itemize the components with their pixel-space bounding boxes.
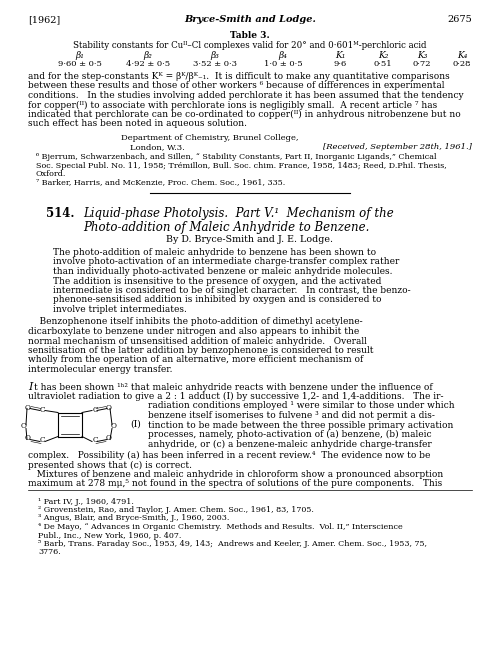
Text: phenone-sensitised addition is inhibited by oxygen and is considered to: phenone-sensitised addition is inhibited… bbox=[53, 295, 382, 305]
Text: The photo-addition of maleic anhydride to benzene has been shown to: The photo-addition of maleic anhydride t… bbox=[53, 248, 376, 257]
Text: London, W.3.: London, W.3. bbox=[130, 143, 185, 151]
Text: conditions.   In the studies involving added perchlorate it has been assumed tha: conditions. In the studies involving add… bbox=[28, 91, 464, 100]
Text: ⁵ Barb, Trans. Faraday Soc., 1953, 49, 143;  Andrews and Keeler, J. Amer. Chem. : ⁵ Barb, Trans. Faraday Soc., 1953, 49, 1… bbox=[38, 540, 427, 548]
Text: involve triplet intermediates.: involve triplet intermediates. bbox=[53, 305, 187, 314]
Text: for copper(ᴵᴵ) to associate with perchlorate ions is negligibly small.  A recent: for copper(ᴵᴵ) to associate with perchlo… bbox=[28, 100, 437, 109]
Text: 9·60 ± 0·5: 9·60 ± 0·5 bbox=[58, 60, 102, 68]
Text: ² Grovenstein, Rao, and Taylor, J. Amer. Chem. Soc., 1961, 83, 1705.: ² Grovenstein, Rao, and Taylor, J. Amer.… bbox=[38, 506, 314, 514]
Text: β₃: β₃ bbox=[210, 51, 220, 60]
Text: and for the step-constants Kᴷ = βᴷ/βᴷ₋₁.  It is difficult to make any quantitati: and for the step-constants Kᴷ = βᴷ/βᴷ₋₁.… bbox=[28, 72, 450, 81]
Text: tinction to be made between the three possible primary activation: tinction to be made between the three po… bbox=[148, 421, 454, 430]
Text: The addition is insensitive to the presence of oxygen, and the activated: The addition is insensitive to the prese… bbox=[53, 276, 382, 286]
Text: Table 3.: Table 3. bbox=[230, 31, 270, 40]
Text: ⁴ De Mayo, “ Advances in Organic Chemistry.  Methods and Results.  Vol. II,” Int: ⁴ De Mayo, “ Advances in Organic Chemist… bbox=[38, 523, 403, 531]
Text: dicarboxylate to benzene under nitrogen and also appears to inhibit the: dicarboxylate to benzene under nitrogen … bbox=[28, 327, 359, 336]
Text: (I): (I) bbox=[130, 420, 141, 429]
Text: O: O bbox=[106, 434, 112, 443]
Text: Oxford.: Oxford. bbox=[36, 170, 66, 178]
Text: 0·72: 0·72 bbox=[413, 60, 431, 68]
Text: benzene itself isomerises to fulvene ³ and did not permit a dis-: benzene itself isomerises to fulvene ³ a… bbox=[148, 411, 435, 420]
Text: O: O bbox=[111, 422, 117, 430]
Text: C: C bbox=[39, 436, 45, 445]
Text: O: O bbox=[25, 434, 31, 443]
Text: ³ Angus, Blair, and Bryce-Smith, J., 1960, 2003.: ³ Angus, Blair, and Bryce-Smith, J., 196… bbox=[38, 514, 230, 523]
Text: O: O bbox=[106, 403, 112, 411]
Text: presented shows that (c) is correct.: presented shows that (c) is correct. bbox=[28, 460, 192, 470]
Text: [1962]: [1962] bbox=[28, 15, 60, 24]
Text: indicated that perchlorate can be co-ordinated to copper(ᴵᴵ) in anhydrous nitrob: indicated that perchlorate can be co-ord… bbox=[28, 110, 461, 119]
Text: ultraviolet radiation to give a 2 : 1 adduct (I) by successive 1,2- and 1,4-addi: ultraviolet radiation to give a 2 : 1 ad… bbox=[28, 392, 444, 401]
Text: K₂: K₂ bbox=[378, 51, 388, 60]
Text: Benzophenone itself inhibits the photo-addition of dimethyl acetylene-: Benzophenone itself inhibits the photo-a… bbox=[28, 318, 362, 326]
Text: β₁: β₁ bbox=[76, 51, 84, 60]
Text: ⁷ Barker, Harris, and McKenzie, Proc. Chem. Soc., 1961, 335.: ⁷ Barker, Harris, and McKenzie, Proc. Ch… bbox=[36, 179, 285, 187]
Text: Photo-addition of Maleic Anhydride to Benzene.: Photo-addition of Maleic Anhydride to Be… bbox=[83, 221, 370, 234]
Text: Soc. Special Publ. No. 11, 1958; Trémillon, Bull. Soc. chim. France, 1958, 1483;: Soc. Special Publ. No. 11, 1958; Trémill… bbox=[36, 162, 447, 170]
Text: C: C bbox=[92, 436, 98, 445]
Text: O: O bbox=[21, 422, 27, 430]
Text: 3776.: 3776. bbox=[38, 548, 61, 557]
Text: than individually photo-activated benzene or maleic anhydride molecules.: than individually photo-activated benzen… bbox=[53, 267, 392, 276]
Text: β₂: β₂ bbox=[144, 51, 152, 60]
Text: O: O bbox=[25, 403, 31, 411]
Text: wholly from the operation of an alternative, more efficient mechanism of: wholly from the operation of an alternat… bbox=[28, 356, 363, 364]
Text: K₃: K₃ bbox=[417, 51, 427, 60]
Text: normal mechanism of unsensitised addition of maleic anhydride.   Overall: normal mechanism of unsensitised additio… bbox=[28, 337, 367, 345]
Text: K₁: K₁ bbox=[335, 51, 345, 60]
Text: Bryce-Smith and Lodge.: Bryce-Smith and Lodge. bbox=[184, 15, 316, 24]
Text: anhydride, or (c) a benzene-maleic anhydride charge-transfer: anhydride, or (c) a benzene-maleic anhyd… bbox=[148, 440, 432, 449]
Text: radiation conditions employed ¹ were similar to those under which: radiation conditions employed ¹ were sim… bbox=[148, 402, 454, 411]
Text: [Received, September 28th, 1961.]: [Received, September 28th, 1961.] bbox=[323, 143, 472, 151]
Text: By D. Bryce-Smith and J. E. Lodge.: By D. Bryce-Smith and J. E. Lodge. bbox=[166, 235, 334, 244]
Text: C: C bbox=[92, 405, 98, 413]
Text: ⁶ Bjerrum, Schwarzenbach, and Sillen, “ Stability Constants, Part II, Inorganic : ⁶ Bjerrum, Schwarzenbach, and Sillen, “ … bbox=[36, 153, 436, 161]
Text: maximum at 278 mμ,⁵ not found in the spectra of solutions of the pure components: maximum at 278 mμ,⁵ not found in the spe… bbox=[28, 479, 442, 489]
Text: 0·28: 0·28 bbox=[453, 60, 471, 68]
Text: 514.: 514. bbox=[46, 207, 74, 220]
Text: processes, namely, photo-activation of (a) benzene, (b) maleic: processes, namely, photo-activation of (… bbox=[148, 430, 432, 439]
Text: 0·51: 0·51 bbox=[374, 60, 392, 68]
Text: intermolecular energy transfer.: intermolecular energy transfer. bbox=[28, 365, 172, 374]
Text: I: I bbox=[28, 383, 32, 392]
Text: t has been shown ¹ʰ² that maleic anhydride reacts with benzene under the influen: t has been shown ¹ʰ² that maleic anhydri… bbox=[34, 383, 432, 392]
Text: intermediate is considered to be of singlet character.   In contrast, the benzo-: intermediate is considered to be of sing… bbox=[53, 286, 410, 295]
Text: 2675: 2675 bbox=[448, 15, 472, 24]
Text: C: C bbox=[39, 405, 45, 413]
Text: K₄: K₄ bbox=[457, 51, 467, 60]
Text: Mixtures of benzene and maleic anhydride in chloroform show a pronounced absorpt: Mixtures of benzene and maleic anhydride… bbox=[28, 470, 444, 479]
Text: 9·6: 9·6 bbox=[334, 60, 346, 68]
Text: 1·0 ± 0·5: 1·0 ± 0·5 bbox=[264, 60, 302, 68]
Text: such effect has been noted in aqueous solution.: such effect has been noted in aqueous so… bbox=[28, 119, 247, 128]
Text: complex.   Possibility (a) has been inferred in a recent review.⁴  The evidence : complex. Possibility (a) has been inferr… bbox=[28, 451, 430, 460]
Text: involve photo-activation of an intermediate charge-transfer complex rather: involve photo-activation of an intermedi… bbox=[53, 257, 400, 267]
Text: 4·92 ± 0·5: 4·92 ± 0·5 bbox=[126, 60, 170, 68]
Text: β₄: β₄ bbox=[278, 51, 287, 60]
Text: sensitisation of the latter addition by benzophenone is considered to result: sensitisation of the latter addition by … bbox=[28, 346, 374, 355]
Text: Liquid-phase Photolysis.  Part V.¹  Mechanism of the: Liquid-phase Photolysis. Part V.¹ Mechan… bbox=[83, 207, 394, 220]
Text: Department of Chemistry, Brunel College,: Department of Chemistry, Brunel College, bbox=[121, 134, 299, 142]
Text: Publ., Inc., New York, 1960, p. 407.: Publ., Inc., New York, 1960, p. 407. bbox=[38, 531, 182, 540]
Text: Stability constants for Cuᴵᴵ–Cl complexes valid for 20° and 0·601ᴹ-perchloric ac: Stability constants for Cuᴵᴵ–Cl complexe… bbox=[73, 41, 427, 50]
Text: 3·52 ± 0·3: 3·52 ± 0·3 bbox=[193, 60, 237, 68]
Text: ¹ Part IV, J., 1960, 4791.: ¹ Part IV, J., 1960, 4791. bbox=[38, 498, 134, 506]
Text: between these results and those of other workers ⁶ because of differences in exp: between these results and those of other… bbox=[28, 81, 444, 90]
